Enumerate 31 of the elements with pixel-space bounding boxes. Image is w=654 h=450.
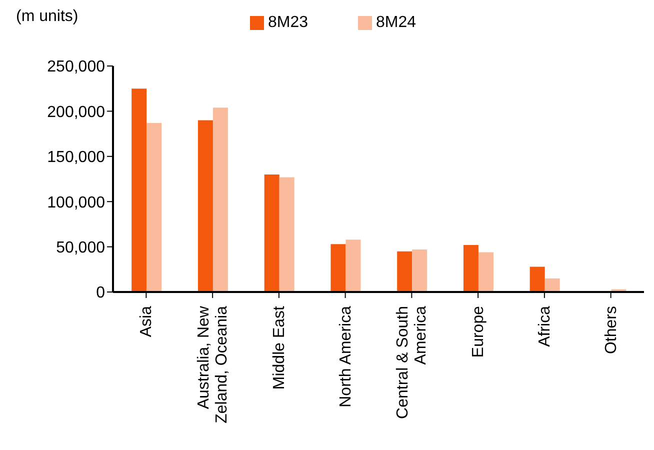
x-tick-label: Middle East: [270, 305, 288, 390]
bar: [330, 244, 346, 292]
x-tick-label: Australia, New Zeland, Oceania: [196, 306, 231, 424]
y-axis-title: (m units): [16, 8, 78, 26]
bar: [530, 266, 545, 292]
bar: [146, 122, 162, 292]
bar: [279, 177, 294, 292]
x-tick-label: Europe: [470, 306, 488, 358]
x-tick-label: Asia: [138, 306, 156, 338]
x-tick-label: Central & South America: [394, 306, 430, 419]
bar: [478, 252, 494, 292]
x-tick-label: North America: [337, 306, 354, 408]
bar: [397, 251, 412, 292]
bar: [264, 174, 280, 292]
bar: [212, 108, 228, 292]
y-tick-label: 200,000: [47, 104, 106, 121]
x-tick-label: Others: [602, 306, 620, 354]
bar: [198, 120, 213, 292]
x-tick-label: Africa: [536, 306, 554, 347]
bar: [412, 250, 428, 292]
y-tick-label: 50,000: [56, 239, 106, 256]
bar: [463, 244, 478, 292]
y-tick-label: 150,000: [47, 149, 106, 166]
bar: [346, 240, 361, 292]
bar: [544, 278, 560, 292]
y-tick-label: 0: [96, 284, 106, 302]
legend-label: 8M23: [268, 14, 308, 31]
bar: [132, 88, 147, 292]
legend-label: 8M24: [376, 14, 416, 31]
y-tick-label: 250,000: [47, 58, 106, 76]
y-tick-label: 100,000: [47, 194, 106, 212]
